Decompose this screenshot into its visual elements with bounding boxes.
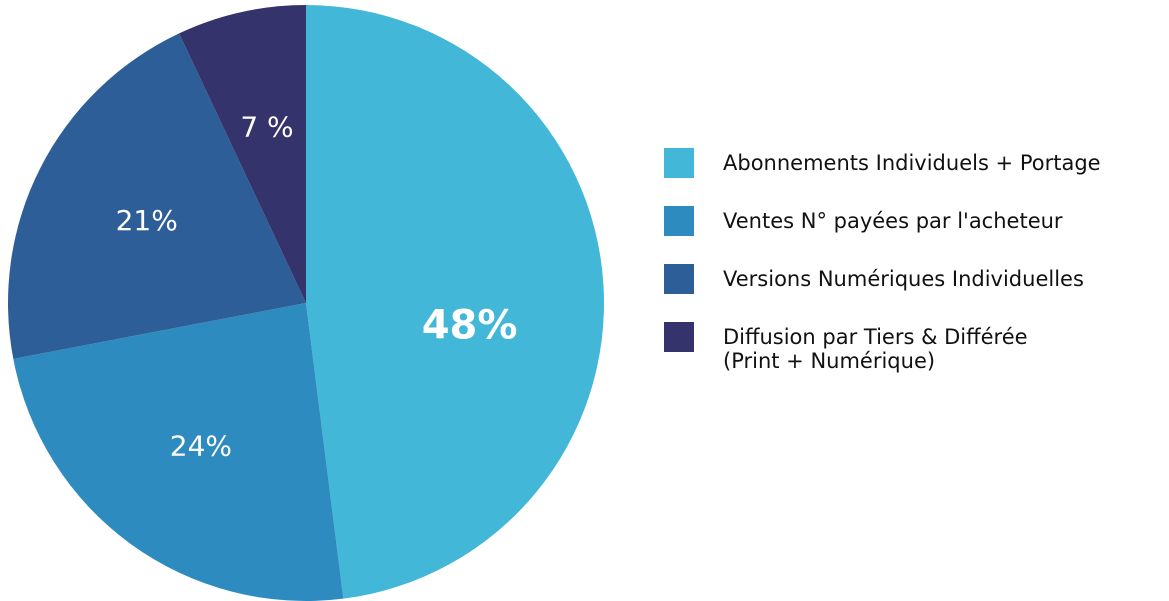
legend-item: Versions Numériques Individuelles	[664, 264, 1164, 294]
legend-swatch	[664, 264, 694, 294]
pie-slice	[7, 33, 306, 359]
legend: Abonnements Individuels + Portage Ventes …	[664, 148, 1164, 401]
legend-item: Ventes N° payées par l'acheteur	[664, 206, 1164, 236]
chart: 48% 24% 21% 7 %	[7, 5, 605, 601]
data-label: 21%	[116, 204, 178, 237]
pie-slice	[13, 303, 344, 601]
legend-label: Diffusion par Tiers & Différée (Print + …	[723, 325, 1028, 373]
pie-slice	[306, 5, 605, 599]
data-label: 24%	[170, 430, 232, 463]
legend-item: Abonnements Individuels + Portage	[664, 148, 1164, 178]
pie-slice	[179, 5, 306, 303]
data-label: 48%	[422, 303, 518, 349]
legend-swatch	[664, 148, 694, 178]
data-label: 7 %	[240, 111, 293, 144]
legend-item: Diffusion par Tiers & Différée (Print + …	[664, 322, 1164, 373]
legend-swatch	[664, 206, 694, 236]
legend-label: Abonnements Individuels + Portage	[723, 151, 1101, 175]
legend-swatch	[664, 322, 694, 352]
legend-label: Versions Numériques Individuelles	[723, 267, 1084, 291]
legend-label: Ventes N° payées par l'acheteur	[723, 209, 1063, 233]
